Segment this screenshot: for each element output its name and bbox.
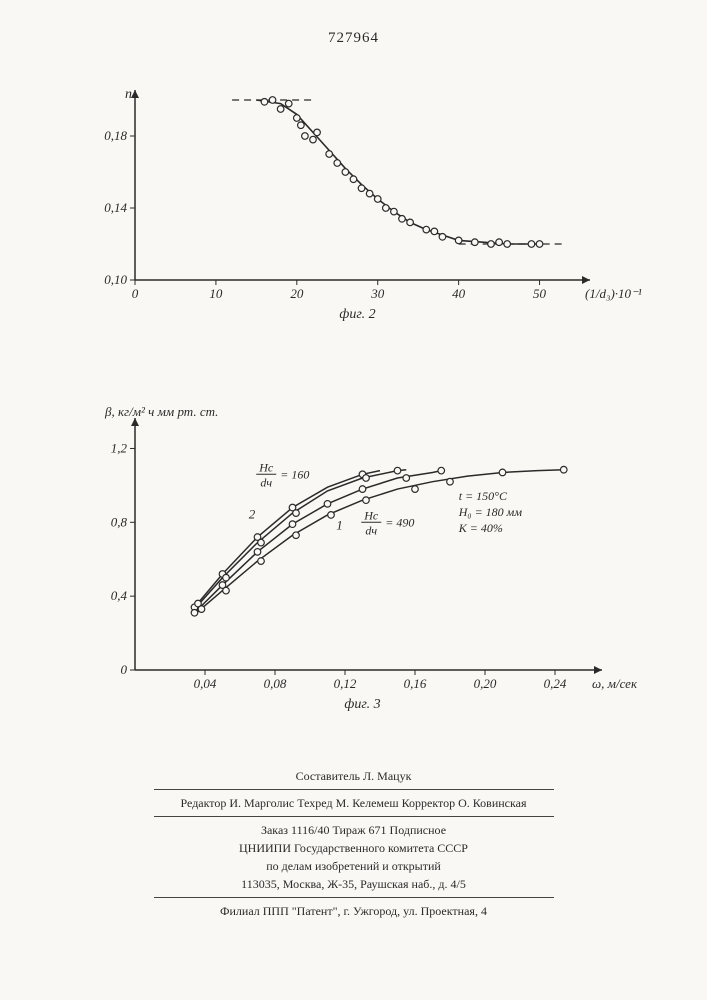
svg-text:0,10: 0,10 xyxy=(104,272,127,287)
svg-text:1: 1 xyxy=(336,518,343,533)
svg-text:К = 40%: К = 40% xyxy=(458,521,503,535)
figure-2-chart: 01020304050(1/d₃)·10⁻¹0,100,140,18nфиг. … xyxy=(80,80,600,330)
footer-branch: Филиал ППП "Патент", г. Ужгород, ул. Про… xyxy=(0,902,707,920)
svg-text:50: 50 xyxy=(533,286,547,301)
svg-text:20: 20 xyxy=(290,286,304,301)
svg-text:Hc: Hc xyxy=(258,460,274,474)
footer-org2: по делам изобретений и открытий xyxy=(0,857,707,875)
svg-text:0,8: 0,8 xyxy=(111,514,128,529)
svg-text:H₀ = 180 мм: H₀ = 180 мм xyxy=(458,505,523,519)
svg-text:0,24: 0,24 xyxy=(544,676,567,691)
svg-text:40: 40 xyxy=(452,286,466,301)
svg-text:= 490: = 490 xyxy=(385,515,414,529)
figure-3-chart: 0,040,080,120,160,200,24ω, м/сек00,40,81… xyxy=(80,400,620,720)
svg-text:0,14: 0,14 xyxy=(104,200,127,215)
svg-text:ω, м/сек: ω, м/сек xyxy=(592,676,638,691)
svg-text:0,12: 0,12 xyxy=(334,676,357,691)
svg-text:1,2: 1,2 xyxy=(111,440,128,455)
svg-text:фиг. 2: фиг. 2 xyxy=(339,307,375,322)
svg-text:0,08: 0,08 xyxy=(264,676,287,691)
footer-addr: 113035, Москва, Ж-35, Раушская наб., д. … xyxy=(0,875,707,893)
footer-org1: ЦНИИПИ Государственного комитета СССР xyxy=(0,839,707,857)
svg-text:Hc: Hc xyxy=(363,508,379,522)
document-number: 727964 xyxy=(0,30,707,47)
svg-text:0: 0 xyxy=(132,286,139,301)
svg-text:(1/d₃)·10⁻¹: (1/d₃)·10⁻¹ xyxy=(585,286,642,301)
svg-text:0,4: 0,4 xyxy=(111,588,128,603)
svg-text:t = 150°C: t = 150°C xyxy=(459,489,508,503)
svg-text:n: n xyxy=(125,87,132,102)
svg-text:0,16: 0,16 xyxy=(404,676,427,691)
svg-text:dч: dч xyxy=(365,523,377,537)
svg-text:30: 30 xyxy=(370,286,385,301)
footer-block: Составитель Л. Мацук Редактор И. Марголи… xyxy=(0,767,707,920)
svg-text:фиг. 3: фиг. 3 xyxy=(344,697,380,712)
svg-text:2: 2 xyxy=(249,507,256,522)
svg-text:0: 0 xyxy=(121,662,128,677)
footer-editors: Редактор И. Марголис Техред М. Келемеш К… xyxy=(0,794,707,812)
svg-text:β, кг/м² ч мм рт. ст.: β, кг/м² ч мм рт. ст. xyxy=(104,404,218,419)
svg-text:0,18: 0,18 xyxy=(104,128,127,143)
svg-text:0,20: 0,20 xyxy=(474,676,497,691)
svg-text:= 160: = 160 xyxy=(280,467,309,481)
svg-text:0,04: 0,04 xyxy=(194,676,217,691)
svg-text:dч: dч xyxy=(260,475,272,489)
footer-composer: Составитель Л. Мацук xyxy=(0,767,707,785)
svg-text:10: 10 xyxy=(209,286,223,301)
footer-order: Заказ 1116/40 Тираж 671 Подписное xyxy=(0,821,707,839)
